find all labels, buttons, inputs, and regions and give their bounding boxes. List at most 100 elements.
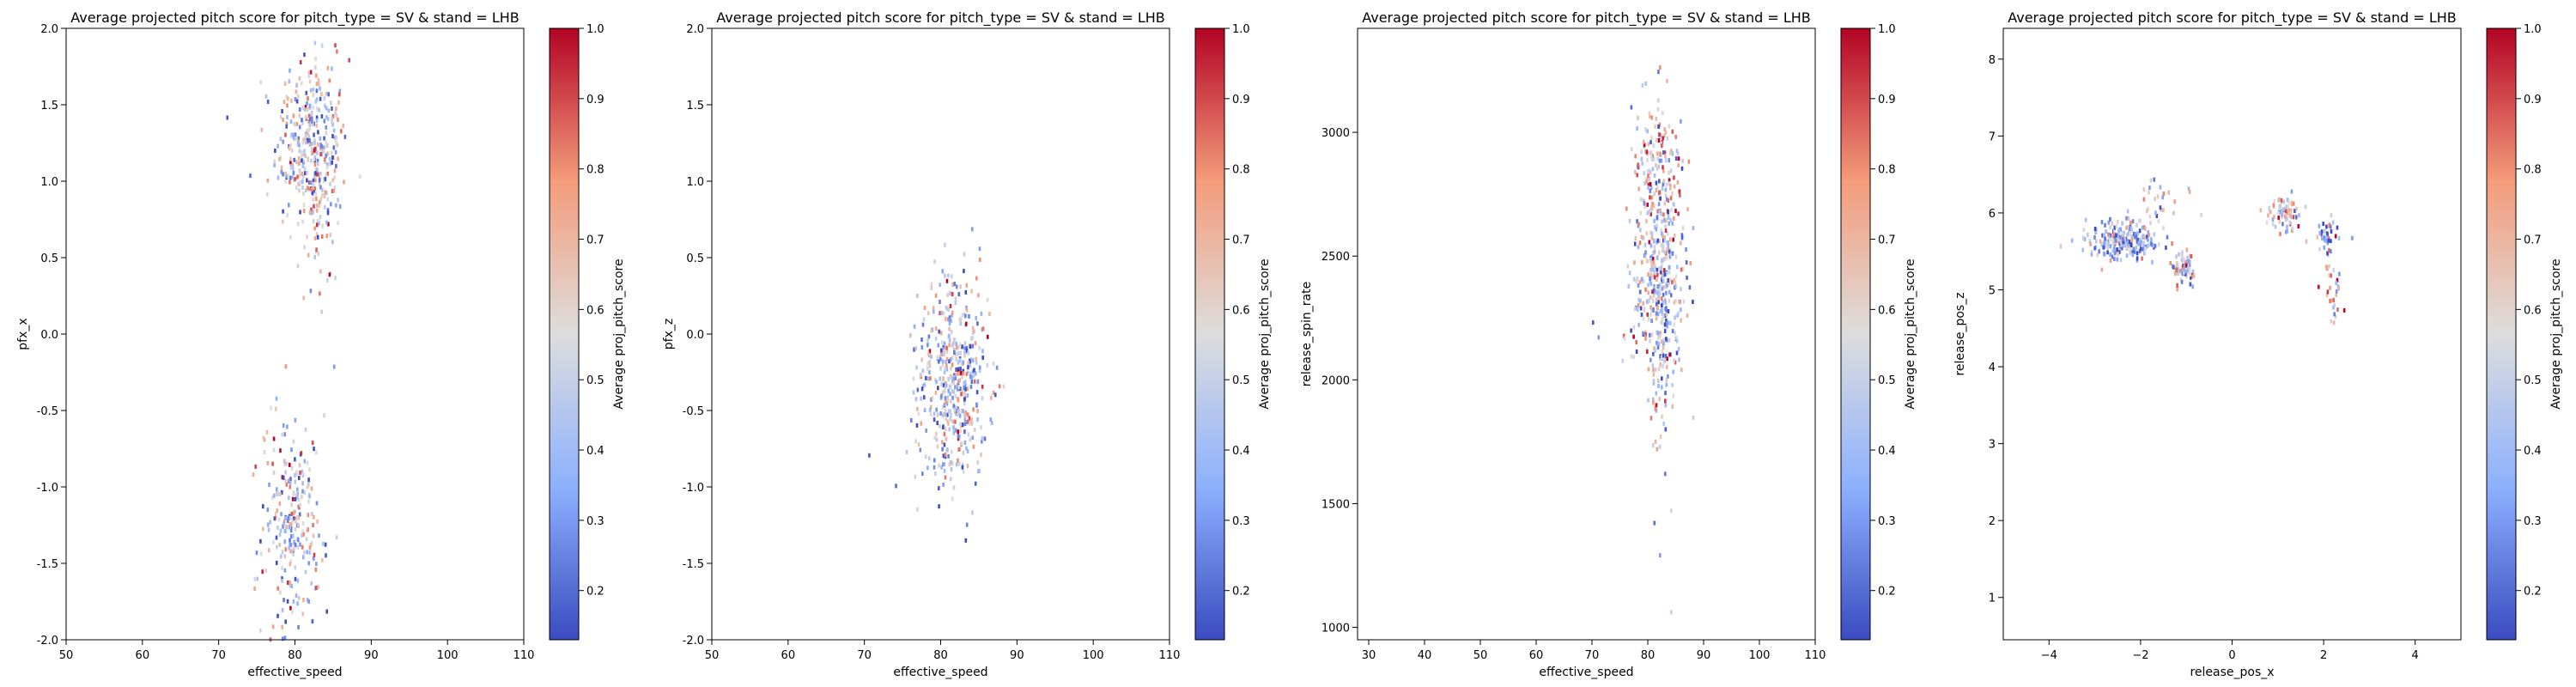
data-cell <box>283 100 286 105</box>
data-cell <box>276 586 279 591</box>
data-cell <box>2330 229 2333 234</box>
data-cell <box>275 535 278 540</box>
data-cell <box>2125 246 2128 252</box>
data-cell <box>948 337 951 343</box>
data-cell <box>1688 285 1692 290</box>
data-cell <box>1667 374 1669 379</box>
colorbar-tick-label: 1.0 <box>2524 23 2542 36</box>
data-cell <box>2119 258 2123 263</box>
data-cell <box>950 357 952 362</box>
data-cell <box>948 343 951 348</box>
data-cell <box>1680 368 1683 373</box>
data-cell <box>1671 382 1674 387</box>
data-cell <box>1640 313 1643 317</box>
data-cell <box>1656 311 1658 316</box>
data-cell <box>297 538 300 543</box>
data-cell <box>920 386 924 392</box>
data-cell <box>272 447 276 453</box>
data-cell <box>1685 247 1687 252</box>
data-cell <box>295 514 299 520</box>
data-cell <box>1643 171 1646 176</box>
data-cell <box>2109 252 2111 257</box>
x-tick-label: 60 <box>781 649 796 662</box>
data-cell <box>1659 291 1662 296</box>
data-cell <box>929 376 932 381</box>
y-tick-label: -2.0 <box>37 635 58 647</box>
data-cell <box>2146 244 2148 249</box>
y-tick-label: -1.5 <box>683 558 704 571</box>
data-cell <box>961 465 964 470</box>
data-cell <box>2278 204 2281 210</box>
data-cell <box>302 137 305 143</box>
data-cell <box>289 165 293 170</box>
colorbar-gradient <box>2486 27 2517 641</box>
data-cell <box>334 111 337 116</box>
data-cell <box>969 363 972 368</box>
data-cell <box>316 234 319 240</box>
data-cell <box>2333 312 2336 317</box>
data-cell <box>1658 209 1661 214</box>
data-cell <box>312 141 314 146</box>
data-cell <box>1673 300 1676 305</box>
data-cell <box>1668 150 1672 155</box>
data-cell <box>963 413 966 418</box>
data-cell <box>289 119 293 125</box>
data-cell <box>319 171 322 176</box>
data-cell <box>957 396 959 401</box>
data-cell <box>2160 207 2163 212</box>
data-cell <box>948 462 951 467</box>
data-cell <box>301 81 303 86</box>
data-cell <box>1686 313 1689 318</box>
data-cell <box>1647 290 1649 295</box>
data-cell <box>279 492 282 497</box>
data-cell <box>969 371 972 376</box>
y-tick-label: 5 <box>1989 285 1996 298</box>
data-cell <box>1643 242 1647 247</box>
data-cell <box>928 349 932 354</box>
data-cell <box>1636 219 1638 224</box>
data-cell <box>2093 246 2096 251</box>
data-cell <box>1640 234 1643 240</box>
data-cell <box>2109 225 2111 230</box>
data-cell <box>308 210 312 215</box>
data-cell <box>331 240 334 245</box>
data-cell <box>1650 275 1654 280</box>
data-cell <box>330 100 332 106</box>
data-cell <box>1634 154 1637 159</box>
data-cell <box>1662 136 1665 141</box>
data-cell <box>331 106 333 111</box>
data-cell <box>1664 224 1667 229</box>
x-tick-label: 110 <box>1805 649 1826 662</box>
data-cell <box>957 458 959 463</box>
data-cell <box>975 356 978 362</box>
data-cell <box>286 213 289 218</box>
data-cell <box>323 96 326 101</box>
data-cell <box>2131 250 2134 255</box>
data-cell <box>308 126 311 131</box>
data-cell <box>1656 215 1659 220</box>
data-cell <box>946 293 949 297</box>
data-cell <box>290 519 294 523</box>
data-cell <box>2104 244 2106 249</box>
data-cell <box>962 409 964 414</box>
y-tick-label: 1.5 <box>40 100 58 112</box>
data-cell <box>283 521 285 526</box>
data-cell <box>943 468 946 473</box>
data-cell <box>283 528 287 533</box>
data-cell <box>975 276 978 281</box>
data-cell <box>927 361 929 366</box>
data-cell <box>964 538 968 543</box>
data-cell <box>2103 251 2105 256</box>
data-cell <box>1651 443 1655 447</box>
data-cell <box>284 515 288 520</box>
data-cell <box>293 516 295 521</box>
data-cell <box>955 342 957 347</box>
data-cell <box>1646 312 1649 317</box>
data-cell <box>2172 264 2175 270</box>
data-cell <box>2129 221 2132 225</box>
data-cell <box>951 292 954 296</box>
data-cell <box>294 97 297 101</box>
data-cell <box>1647 185 1649 190</box>
data-cell <box>302 295 305 301</box>
data-cell <box>303 550 306 555</box>
